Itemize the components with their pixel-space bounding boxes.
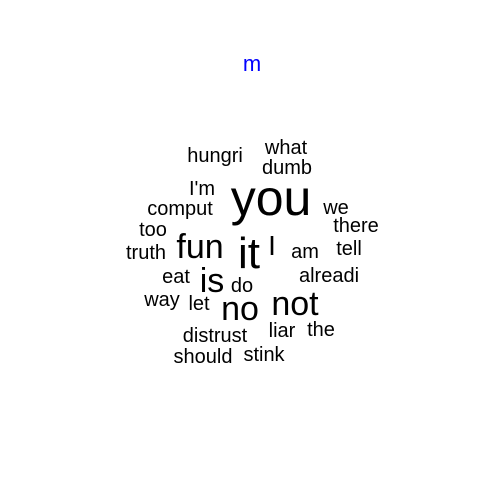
word-dumb: dumb bbox=[261, 157, 313, 179]
word-it: it bbox=[238, 229, 260, 278]
word-let: let bbox=[188, 293, 210, 315]
word-is: is bbox=[199, 262, 225, 300]
word-eat: eat bbox=[162, 266, 190, 288]
word-hungri: hungri bbox=[187, 145, 243, 167]
word-the: the bbox=[307, 319, 335, 341]
word-do: do bbox=[230, 275, 254, 297]
word-you: you bbox=[230, 170, 312, 226]
word-truth: truth bbox=[125, 242, 167, 264]
word-we: we bbox=[323, 197, 349, 219]
word-no: no bbox=[221, 290, 259, 328]
word-liar: liar bbox=[268, 320, 296, 342]
word-alreadi: alreadi bbox=[298, 265, 360, 287]
word-fun: fun bbox=[176, 228, 224, 266]
word-distrust: distrust bbox=[182, 325, 248, 347]
word-way: way bbox=[144, 289, 180, 311]
word-i-m: I'm bbox=[188, 178, 216, 200]
word-stink: stink bbox=[243, 344, 285, 366]
word-tell: tell bbox=[336, 238, 362, 260]
word-should: should bbox=[173, 346, 233, 368]
chart-title: m bbox=[242, 51, 262, 76]
word-comput: comput bbox=[147, 198, 213, 220]
word-there: there bbox=[333, 215, 379, 237]
word-i: I bbox=[268, 230, 276, 261]
word-too: too bbox=[139, 219, 167, 241]
word-not: not bbox=[271, 285, 319, 323]
word-am: am bbox=[291, 241, 319, 263]
word-what: what bbox=[264, 137, 308, 159]
